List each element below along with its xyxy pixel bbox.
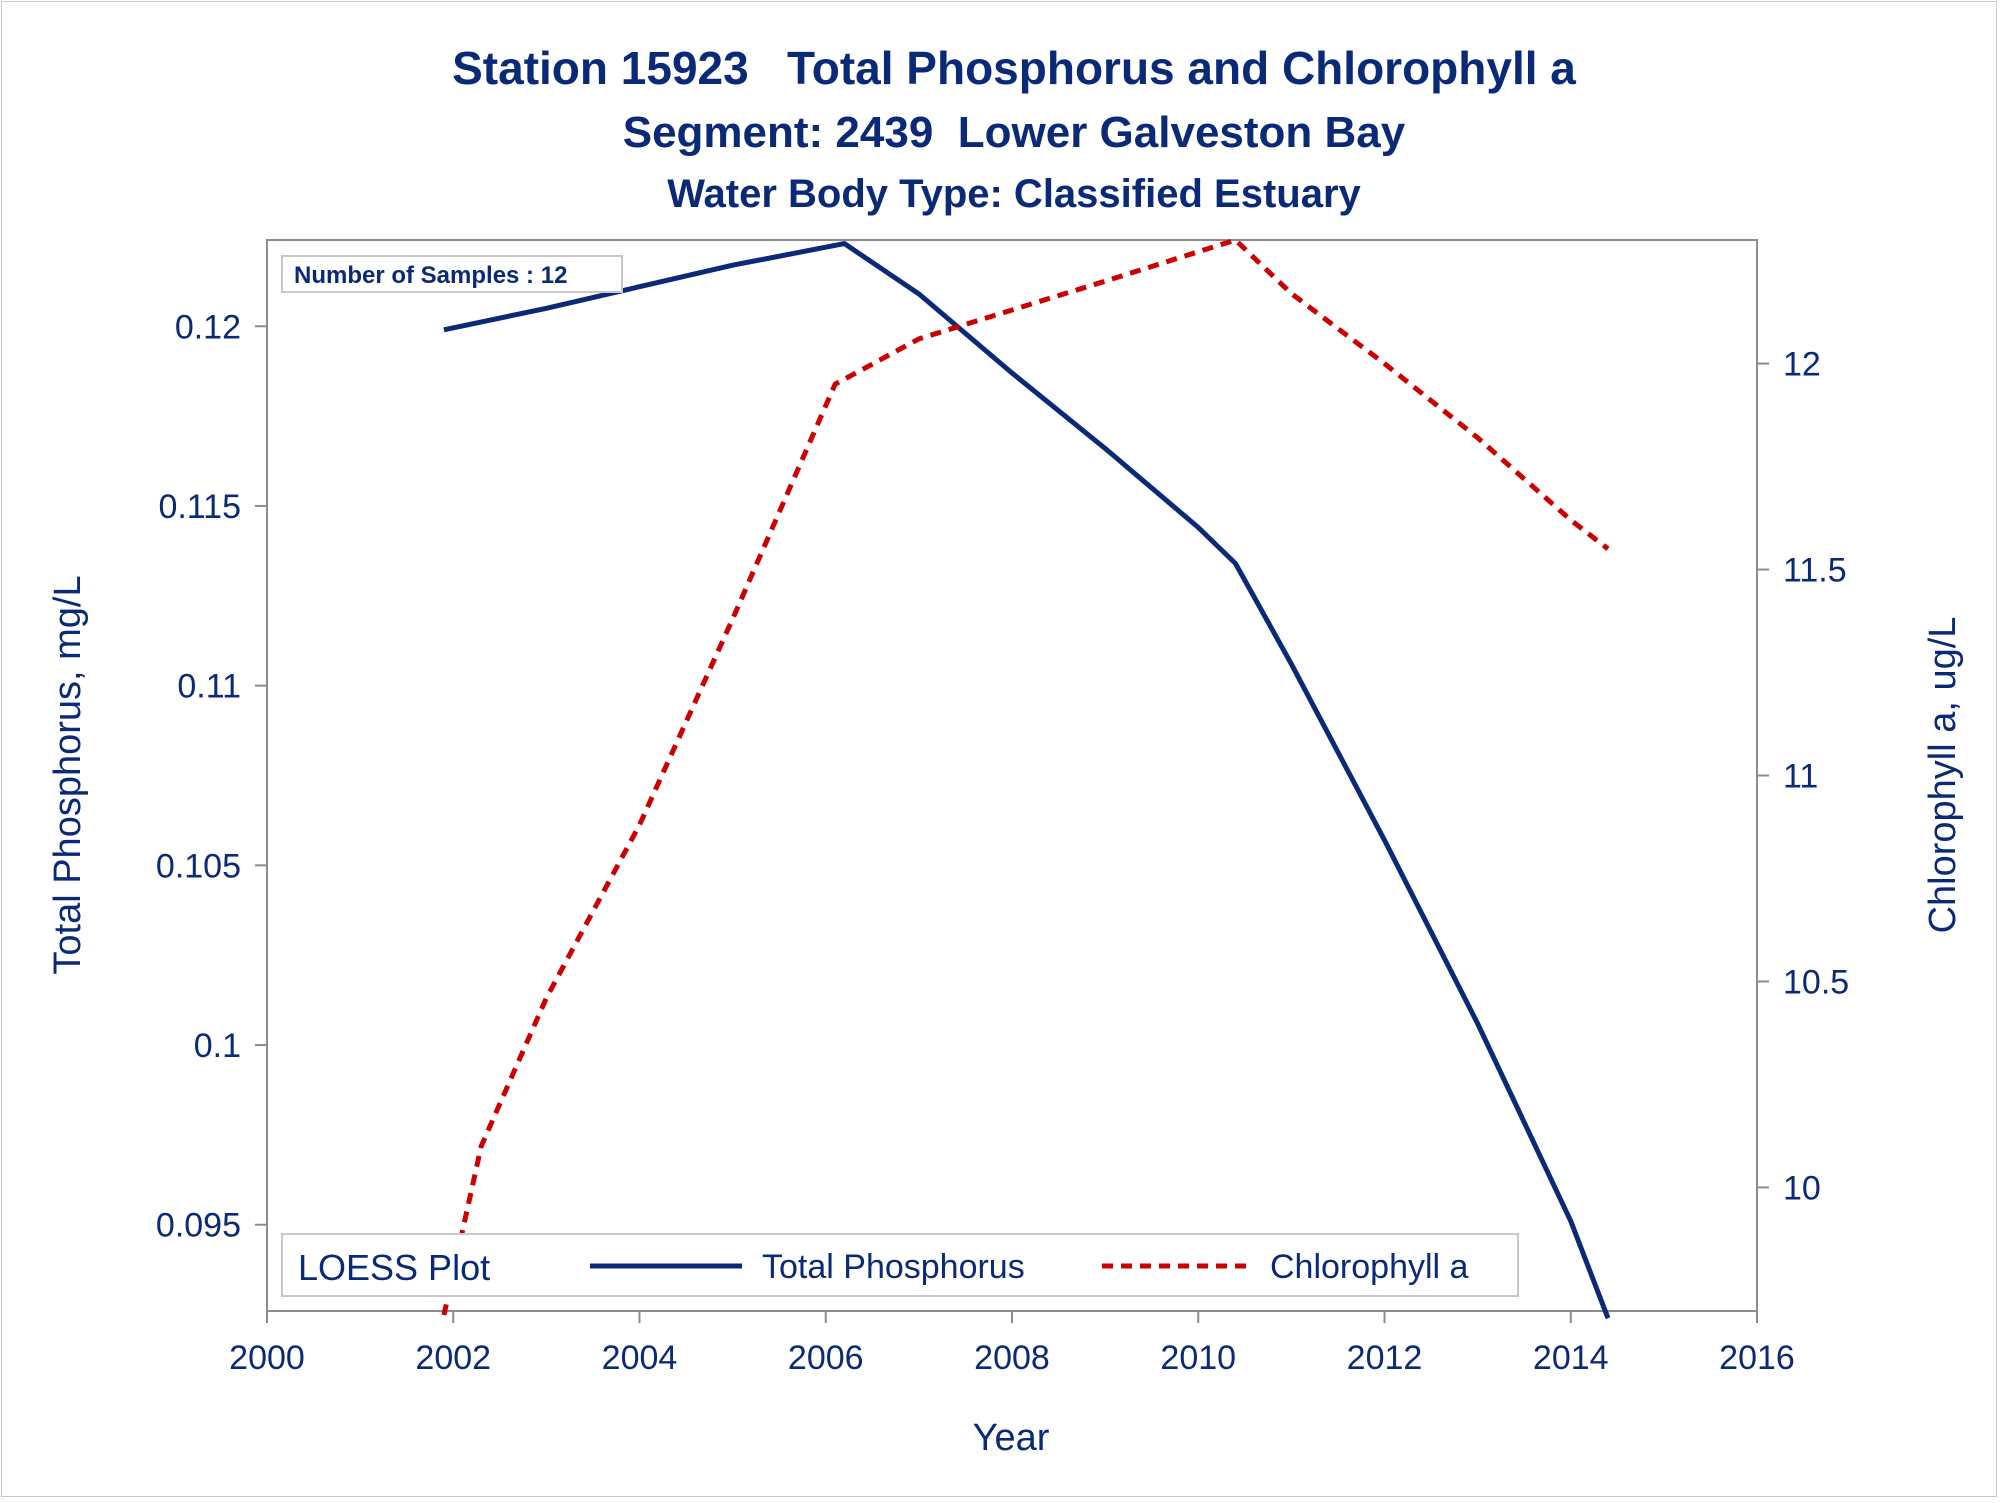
- chart-subtitle: Segment: 2439 Lower Galveston Bay: [623, 108, 1406, 157]
- y-right-tick-label: 12: [1783, 346, 1821, 384]
- x-axis: 2000 2002 2004 2006 2008 2010 2012 2014 2016: [229, 1311, 1795, 1377]
- y-right-tick-label: 11: [1783, 758, 1818, 796]
- y-axis-right-label: Chlorophyll a, ug/L: [1922, 617, 1964, 934]
- series-line-total-phosphorus: [443, 241, 1611, 1320]
- y-left-tick-label: 0.095: [156, 1207, 241, 1245]
- series-line-chlorophyll-a: [441, 237, 1610, 1316]
- y-left-tick-label: 0.1: [194, 1027, 241, 1065]
- legend-label-total-phosphorus: Total Phosphorus: [762, 1248, 1025, 1286]
- x-axis-label: Year: [973, 1417, 1050, 1459]
- x-tick-label: 2010: [1160, 1339, 1236, 1377]
- y-left-tick-label: 0.12: [175, 308, 241, 346]
- plot-area: [266, 239, 1758, 1312]
- sample-count-box: Number of Samples : 12: [281, 255, 623, 293]
- x-tick-label: 2012: [1347, 1339, 1423, 1377]
- y-right-tick-label: 11.5: [1783, 552, 1847, 590]
- y-right-tick-label: 10.5: [1783, 963, 1849, 1001]
- x-tick-label: 2014: [1533, 1339, 1609, 1377]
- x-tick-label: 2016: [1719, 1339, 1795, 1377]
- chart-title: Station 15923 Total Phosphorus and Chlor…: [452, 42, 1576, 94]
- y-axis-right: 10 10.5 11 11.5 12: [1757, 346, 1849, 1207]
- y-right-tick-label: 10: [1783, 1169, 1821, 1207]
- y-left-tick-label: 0.115: [158, 488, 241, 526]
- x-tick-label: 2008: [974, 1339, 1050, 1377]
- legend-title: LOESS Plot: [298, 1247, 490, 1288]
- chart-subtitle-2: Water Body Type: Classified Estuary: [667, 172, 1361, 216]
- x-tick-label: 2000: [229, 1339, 305, 1377]
- y-axis-left: 0.095 0.1 0.105 0.11 0.115 0.12: [156, 308, 267, 1245]
- y-left-tick-label: 0.11: [177, 668, 241, 706]
- legend: LOESS Plot Total Phosphorus Chlorophyll …: [281, 1233, 1519, 1297]
- legend-label-chlorophyll-a: Chlorophyll a: [1270, 1248, 1469, 1286]
- y-left-tick-label: 0.105: [156, 847, 241, 885]
- x-tick-label: 2006: [788, 1339, 864, 1377]
- sample-count-text: Number of Samples : 12: [294, 262, 567, 289]
- legend-box: [281, 1233, 1519, 1297]
- y-axis-left-label: Total Phosphorus, mg/L: [47, 575, 89, 974]
- x-tick-label: 2002: [415, 1339, 491, 1377]
- series-layer: [441, 237, 1611, 1320]
- x-tick-label: 2004: [602, 1339, 678, 1377]
